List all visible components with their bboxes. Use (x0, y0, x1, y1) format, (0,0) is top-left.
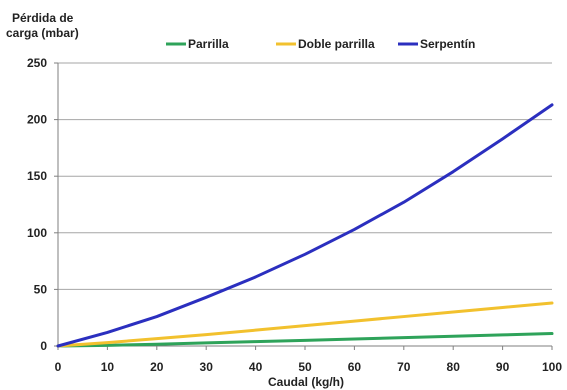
x-tick-label-20: 20 (150, 360, 164, 374)
legend-label-2: Serpentín (420, 37, 475, 51)
series-line-1 (56, 301, 554, 348)
gridlines (58, 62, 552, 290)
y-tick-labels: 0 50 100 150 200 250 (27, 56, 47, 353)
y-tick-label-250: 250 (27, 56, 47, 70)
axes (54, 62, 553, 350)
x-tick-label-70: 70 (397, 360, 411, 374)
y-axis-title: Pérdida de carga (mbar) (6, 11, 79, 40)
y-axis-title-line-2: carga (mbar) (6, 26, 79, 40)
y-axis-title-line-1: Pérdida de (12, 11, 74, 25)
y-tick-label-0: 0 (40, 339, 47, 353)
legend: Parrilla Doble parrilla Serpentín (166, 37, 475, 51)
series-line-2 (56, 103, 554, 348)
x-tick-label-100: 100 (542, 360, 562, 374)
x-tick-label-60: 60 (348, 360, 362, 374)
x-tick-label-10: 10 (101, 360, 115, 374)
legend-label-0: Parrilla (188, 37, 229, 51)
legend-label-1: Doble parrilla (298, 37, 375, 51)
x-tick-label-80: 80 (447, 360, 461, 374)
x-axis-title: Caudal (kg/h) (268, 375, 344, 389)
x-tick-label-90: 90 (496, 360, 510, 374)
y-tick-label-150: 150 (27, 169, 47, 183)
x-tick-label-0: 0 (55, 360, 62, 374)
x-tick-label-50: 50 (298, 360, 312, 374)
x-tick-labels: 0 10 20 30 40 50 60 70 80 90 100 (55, 360, 563, 374)
x-tick-label-30: 30 (200, 360, 214, 374)
y-tick-label-200: 200 (27, 113, 47, 127)
x-tick-label-40: 40 (249, 360, 263, 374)
series-lines (56, 103, 554, 348)
y-tick-label-50: 50 (34, 282, 48, 296)
y-tick-label-100: 100 (27, 226, 47, 240)
series-line-0 (56, 332, 554, 348)
